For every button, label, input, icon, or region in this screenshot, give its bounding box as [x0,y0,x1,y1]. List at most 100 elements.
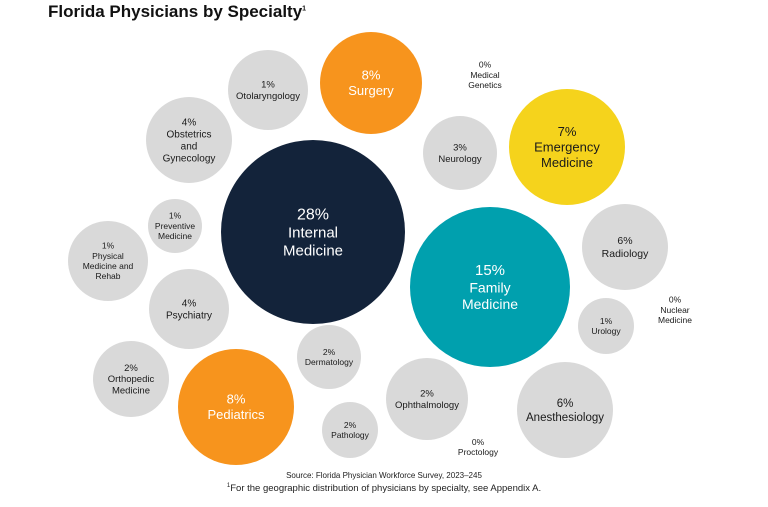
bubble-circle [228,50,308,130]
bubble-value-label: 28% [297,206,329,223]
bubble-proctology: 0%Proctology [458,437,499,457]
bubble-circle [93,341,169,417]
bubble-circle [386,358,468,440]
bubble-value-label: 4% [182,298,197,309]
bubble-radiology: 6%Radiology [582,204,668,290]
bubble-name-label: Medical [470,70,499,80]
footnote-text: For the geographic distribution of physi… [230,483,542,495]
bubble-name-label: Medicine [462,296,518,312]
bubble-value-label: 2% [323,347,336,357]
bubble-name-label: Neurology [438,154,482,165]
bubble-name-label: Gynecology [163,153,216,164]
bubble-name-label: Medicine and [83,261,134,271]
bubble-value-label: 1% [600,316,613,326]
bubble-anesthesiology: 6% Anesthesiology [517,362,613,458]
bubble-name-label: Radiology [602,248,649,260]
bubble-name-label: Internal [288,225,338,242]
bubble-value-label: 2% [124,363,138,374]
bubble-name-label: Anesthesiology [526,412,604,424]
bubble-value-label: 15% [475,262,505,279]
bubble-value-label: 2% [420,388,434,399]
bubble-value-label: 6% [557,398,574,410]
bubble-name-label: Dermatology [305,357,354,367]
bubble-name-label: Family [469,279,510,295]
footnote: 1For the geographic distribution of phys… [0,483,768,494]
bubble-name-label: Pediatrics [207,407,265,422]
bubble-pathology: 2%Pathology [322,402,378,458]
bubble-circle [221,140,405,324]
bubble-name-label: Proctology [458,447,499,457]
bubble-otolaryngology: 1%Otolaryngology [228,50,308,130]
bubble-ophthalmology: 2%Ophthalmology [386,358,468,440]
title-footnote-mark: 1 [302,5,307,13]
bubble-pediatrics: 8%Pediatrics [178,349,294,465]
bubble-value-label: 1% [102,241,115,251]
bubble-value-label: 2% [344,420,357,430]
title-text: Florida Physicians by Specialty [48,2,303,21]
bubble-name-label: Otolaryngology [236,91,300,102]
bubble-circle [178,349,294,465]
bubble-psychiatry: 4%Psychiatry [149,269,229,349]
source-note: Source: Florida Physician Workforce Surv… [286,471,482,480]
bubble-name-label: Emergency [534,139,600,154]
bubble-value-label: 4% [182,117,197,128]
bubble-circle [149,269,229,349]
bubble-neurology: 3%Neurology [423,116,497,190]
bubble-circle [582,204,668,290]
bubble-circle [322,402,378,458]
chart-title: Florida Physicians by Specialty1 [48,2,306,22]
bubble-value-label: 7% [558,124,577,139]
bubble-dermatology: 2%Dermatology [297,325,361,389]
bubble-value-label: 0% [669,295,682,305]
bubble-surgery: 8%Surgery [320,32,422,134]
bubble-circle [578,298,634,354]
bubble-name-label: Medicine [541,155,593,170]
bubble-circle [68,221,148,301]
bubble-value-label: 1% [169,211,182,221]
bubble-circle [320,32,422,134]
bubble-circle [410,207,570,367]
bubble-value-label: 0% [472,437,485,447]
bubble-value-label: 8% [362,68,381,83]
bubble-value-label: 0% [479,60,492,70]
bubble-urology: 1%Urology [578,298,634,354]
bubble-circle [146,97,232,183]
bubble-circle [423,116,497,190]
bubble-circle [517,362,613,458]
bubble-name-label: Medicine [658,315,692,325]
bubble-name-label: Orthopedic [108,374,155,385]
footnote-mark: 1 [226,483,231,489]
bubble-name-label: Nuclear [660,305,689,315]
bubble-name-label: Urology [591,326,621,336]
bubble-name-label: Pathology [331,430,370,440]
bubble-value-label: 1% [261,79,275,90]
bubble-value-label: 3% [453,142,467,153]
bubble-name-label: Genetics [468,80,502,90]
bubble-name-label: Preventive [155,221,195,231]
bubble-name-label: Psychiatry [166,310,212,321]
bubble-name-label: Obstetrics [166,129,211,140]
bubble-value-label: 6% [617,235,632,247]
bubble-name-label: Surgery [348,83,394,98]
bubble-name-label: Ophthalmology [395,400,459,411]
bubble-name-label: Medicine [283,243,343,260]
bubble-name-label: and [181,141,198,152]
bubble-name-label: Medicine [158,231,192,241]
bubble-name-label: Physical [92,251,124,261]
bubble-name-label: Rehab [95,271,120,281]
bubble-circle [148,199,202,253]
bubble-circle [509,89,625,205]
bubble-circle [297,325,361,389]
bubble-value-label: 8% [227,392,246,407]
bubble-name-label: Medicine [112,386,150,397]
